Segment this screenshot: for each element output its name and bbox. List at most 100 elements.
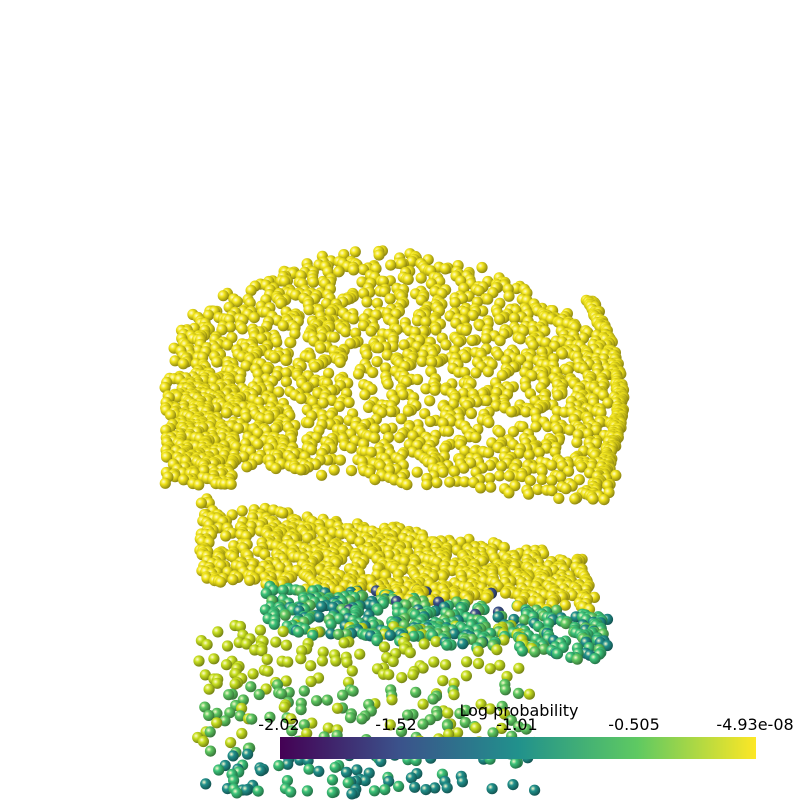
point	[333, 266, 345, 278]
point	[465, 407, 477, 420]
point	[385, 406, 397, 418]
point	[454, 707, 466, 720]
point	[509, 757, 522, 769]
point	[524, 475, 537, 487]
point	[411, 466, 423, 478]
point	[221, 339, 234, 351]
point	[424, 415, 436, 428]
point	[375, 755, 387, 768]
point	[161, 451, 173, 463]
point	[387, 655, 399, 668]
point	[298, 685, 310, 697]
point	[346, 665, 358, 677]
point	[256, 645, 268, 657]
point	[307, 629, 319, 641]
point	[505, 714, 517, 726]
point	[494, 335, 506, 347]
point	[306, 444, 318, 456]
point	[441, 782, 453, 794]
point	[358, 287, 370, 300]
point	[221, 640, 234, 652]
point	[589, 653, 601, 665]
point	[429, 384, 441, 396]
point	[427, 693, 439, 705]
point	[371, 297, 383, 309]
point	[255, 765, 267, 777]
point	[298, 719, 310, 731]
point	[483, 417, 495, 429]
point	[373, 342, 385, 354]
point	[417, 718, 429, 730]
point	[487, 727, 499, 739]
point	[530, 421, 542, 433]
point	[560, 483, 572, 495]
point	[289, 328, 301, 340]
point	[555, 471, 567, 483]
point	[458, 462, 470, 474]
point	[380, 362, 392, 374]
point	[470, 722, 482, 734]
point	[344, 712, 357, 724]
point	[254, 624, 266, 636]
point	[277, 320, 289, 332]
point	[379, 423, 391, 435]
point	[576, 461, 588, 473]
point	[395, 258, 407, 270]
point	[271, 336, 283, 348]
point	[437, 466, 449, 478]
point	[384, 293, 396, 305]
point	[242, 748, 254, 760]
point	[496, 369, 508, 381]
point	[334, 356, 346, 368]
point	[460, 324, 472, 336]
point	[263, 413, 275, 425]
point	[268, 618, 280, 630]
point	[397, 389, 409, 401]
point	[234, 620, 246, 633]
point	[424, 395, 436, 407]
point	[482, 293, 494, 305]
point	[484, 472, 496, 484]
point	[470, 367, 482, 379]
point	[440, 339, 452, 351]
point	[507, 779, 519, 791]
point	[373, 249, 385, 261]
point	[164, 409, 177, 421]
point	[496, 722, 508, 735]
point	[520, 406, 532, 418]
point	[236, 323, 248, 335]
point	[546, 474, 558, 487]
point	[419, 408, 431, 420]
point	[553, 492, 565, 504]
point	[551, 648, 564, 660]
point	[533, 446, 545, 459]
point	[430, 636, 442, 648]
point	[466, 334, 478, 347]
point	[309, 361, 321, 373]
point	[429, 782, 441, 794]
point	[204, 726, 216, 738]
point	[277, 584, 289, 596]
point	[399, 555, 411, 567]
point	[503, 290, 515, 302]
point	[442, 707, 454, 719]
point	[313, 611, 325, 623]
point	[245, 284, 257, 297]
point	[285, 713, 297, 725]
point	[498, 634, 510, 646]
point	[280, 367, 292, 379]
point	[410, 754, 422, 767]
point	[252, 785, 264, 797]
point	[224, 321, 236, 333]
point	[211, 717, 223, 729]
point	[500, 354, 512, 367]
point	[359, 775, 371, 787]
point	[540, 337, 552, 349]
point	[571, 653, 583, 665]
point	[347, 313, 360, 325]
point	[472, 657, 485, 670]
point	[408, 630, 420, 642]
point	[302, 532, 314, 544]
point	[326, 774, 339, 786]
point	[518, 614, 530, 626]
